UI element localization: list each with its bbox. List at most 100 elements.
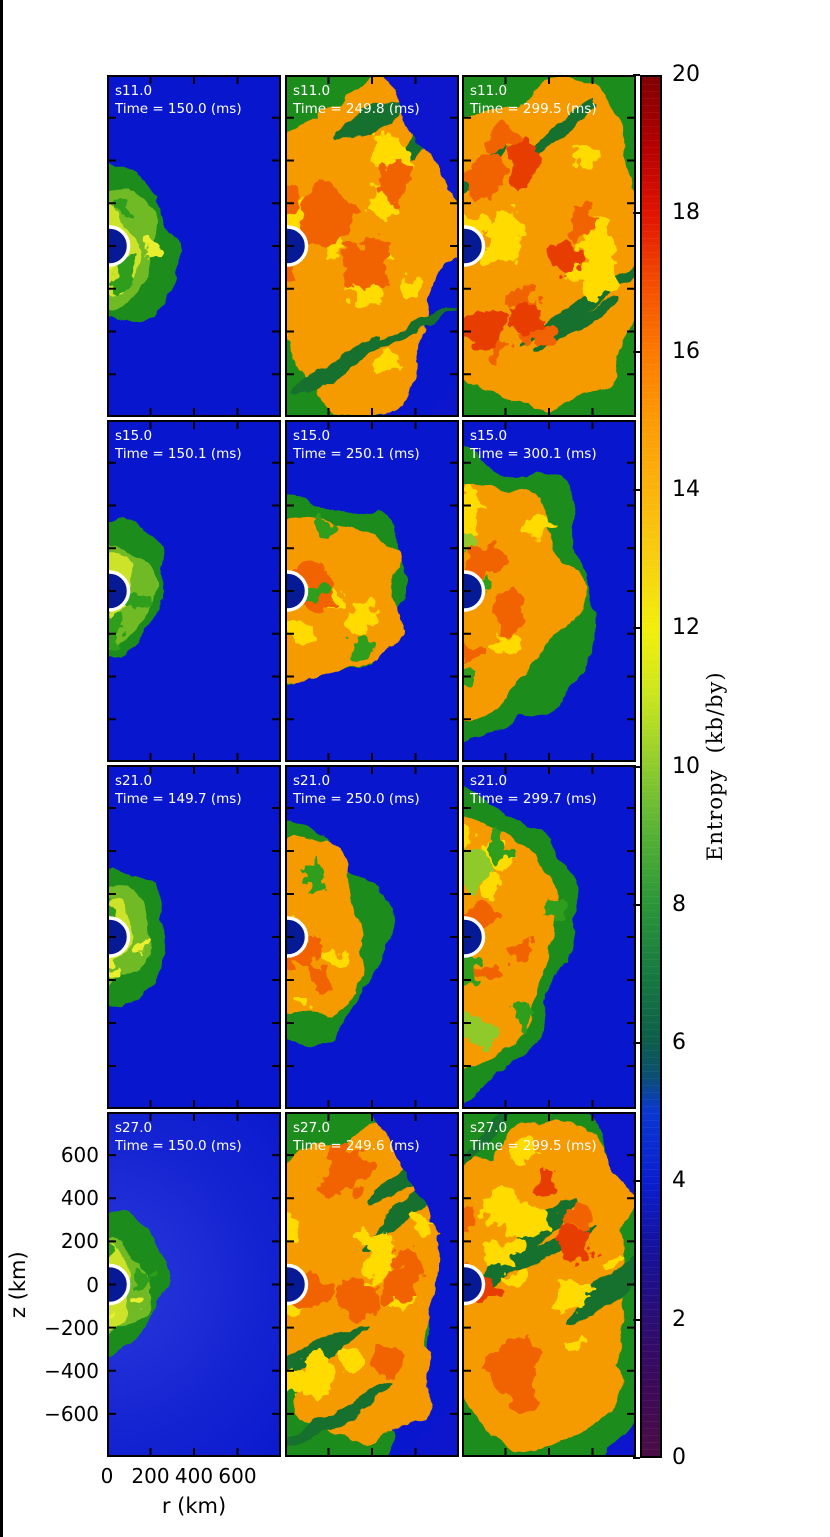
panel-frame bbox=[285, 1112, 459, 1457]
y-axis-label: z (km) bbox=[6, 1251, 30, 1318]
panel-time-label: Time = 249.8 (ms) bbox=[292, 101, 420, 117]
pns-ring bbox=[462, 1263, 486, 1306]
pns-ring bbox=[107, 916, 131, 958]
pns-ring bbox=[285, 1263, 309, 1306]
panel-ticks bbox=[287, 1114, 457, 1455]
panel-frame bbox=[462, 1112, 636, 1457]
panel-model-label: s11.0 bbox=[115, 83, 152, 99]
y-tick-label: 200 bbox=[60, 1229, 99, 1254]
panel-ticks bbox=[464, 767, 634, 1107]
colorbar bbox=[640, 75, 662, 1458]
pns-ring bbox=[107, 1263, 131, 1306]
pns-ring bbox=[285, 225, 309, 267]
panel-time-label: Time = 150.0 (ms) bbox=[114, 1138, 242, 1154]
entropy-map-panel-s15.0-t300.1: s15.0 Time = 300.1 (ms) bbox=[462, 420, 636, 762]
x-tick-label: 200 bbox=[131, 1464, 170, 1488]
panel-time-label: Time = 299.5 (ms) bbox=[469, 1138, 597, 1154]
panel-frame bbox=[462, 75, 636, 417]
y-tick-label: 400 bbox=[60, 1186, 99, 1211]
panel-time-label: Time = 249.6 (ms) bbox=[292, 1138, 420, 1154]
panel-frame bbox=[107, 420, 281, 762]
pns-ring bbox=[285, 916, 309, 958]
panel-ticks bbox=[287, 767, 457, 1107]
colorbar-tick-label: 6 bbox=[672, 1030, 686, 1056]
colorbar-tick bbox=[633, 350, 640, 353]
panel-ticks bbox=[464, 77, 634, 415]
x-tick-label: 0 bbox=[100, 1464, 114, 1488]
panel-frame bbox=[285, 420, 459, 762]
panel-time-label: Time = 299.7 (ms) bbox=[469, 791, 597, 807]
entropy-map-panel-s27.0-t249.6: s27.0 Time = 249.6 (ms) bbox=[285, 1112, 459, 1457]
entropy-map-panel-s15.0-t250.1: s15.0 Time = 250.1 (ms) bbox=[285, 420, 459, 762]
pns-ring bbox=[462, 570, 486, 612]
pns-ring bbox=[107, 225, 131, 267]
panel-time-label: Time = 299.5 (ms) bbox=[469, 101, 597, 117]
pns-ring bbox=[107, 570, 131, 612]
panel-time-label: Time = 250.0 (ms) bbox=[292, 791, 420, 807]
colorbar-tick bbox=[633, 1457, 640, 1459]
panel-frame bbox=[462, 765, 636, 1109]
panel-frame bbox=[285, 765, 459, 1109]
y-tick-label: 600 bbox=[60, 1143, 99, 1168]
panel-frame bbox=[107, 1112, 281, 1457]
panel-model-label: s27.0 bbox=[470, 1120, 507, 1136]
entropy-map-panel-s27.0-t150: s27.0 Time = 150.0 (ms) bbox=[107, 1112, 281, 1457]
panel-model-label: s21.0 bbox=[115, 773, 152, 789]
colorbar-tick-label: 14 bbox=[672, 476, 700, 502]
colorbar-tick-label: 20 bbox=[672, 62, 700, 87]
entropy-map-panel-s21.0-t299.7: s21.0 Time = 299.7 (ms) bbox=[462, 765, 636, 1109]
panel-model-label: s27.0 bbox=[293, 1120, 330, 1136]
panel-model-label: s21.0 bbox=[293, 773, 330, 789]
colorbar-tick bbox=[633, 903, 640, 906]
panel-model-label: s15.0 bbox=[115, 428, 152, 444]
panel-ticks bbox=[109, 77, 279, 415]
panel-ticks bbox=[287, 422, 457, 760]
pns-ring bbox=[462, 916, 486, 958]
colorbar-tick bbox=[633, 212, 640, 215]
entropy-map-panel-s21.0-t250: s21.0 Time = 250.0 (ms) bbox=[285, 765, 459, 1109]
panel-model-label: s27.0 bbox=[115, 1120, 152, 1136]
colorbar-tick bbox=[633, 1180, 640, 1183]
panel-time-label: Time = 150.1 (ms) bbox=[114, 446, 242, 462]
panel-frame bbox=[107, 765, 281, 1109]
entropy-map-panel-s21.0-t149.7: s21.0 Time = 149.7 (ms) bbox=[107, 765, 281, 1109]
y-tick-label: 0 bbox=[86, 1272, 99, 1297]
colorbar-tick-label: 2 bbox=[672, 1306, 686, 1332]
entropy-map-panel-s11.0-t150: s11.0 Time = 150.0 (ms) bbox=[107, 75, 281, 417]
panel-time-label: Time = 150.0 (ms) bbox=[114, 101, 242, 117]
panel-frame bbox=[107, 75, 281, 417]
colorbar-tick bbox=[633, 1318, 640, 1321]
panel-ticks bbox=[109, 1114, 279, 1455]
y-tick-label: −400 bbox=[44, 1358, 99, 1383]
y-tick-label: −200 bbox=[44, 1315, 99, 1340]
pns-ring bbox=[285, 570, 309, 612]
panel-ticks bbox=[287, 77, 457, 415]
panel-model-label: s11.0 bbox=[293, 83, 330, 99]
colorbar-tick bbox=[633, 627, 640, 630]
entropy-map-panel-s11.0-t249.8: s11.0 Time = 249.8 (ms) bbox=[285, 75, 459, 417]
colorbar-tick-label: 18 bbox=[672, 200, 700, 226]
panel-ticks bbox=[464, 422, 634, 760]
x-tick-label: 400 bbox=[174, 1464, 214, 1488]
panel-time-label: Time = 149.7 (ms) bbox=[114, 791, 242, 807]
panel-model-label: s15.0 bbox=[293, 428, 330, 444]
colorbar-tick bbox=[633, 1042, 640, 1045]
entropy-map-panel-s15.0-t150.1: s15.0 Time = 150.1 (ms) bbox=[107, 420, 281, 762]
panel-model-label: s15.0 bbox=[470, 428, 507, 444]
panel-ticks bbox=[464, 1114, 634, 1455]
entropy-map-panel-s11.0-t299.5: s11.0 Time = 299.5 (ms) bbox=[462, 75, 636, 417]
panel-time-label: Time = 300.1 (ms) bbox=[469, 446, 597, 462]
panel-model-label: s11.0 bbox=[470, 83, 507, 99]
colorbar-tick-label: 4 bbox=[672, 1168, 686, 1194]
panel-model-label: s21.0 bbox=[470, 773, 507, 789]
colorbar-tick-label: 10 bbox=[672, 753, 700, 779]
pns-ring bbox=[462, 225, 486, 267]
colorbar-tick-label: 16 bbox=[672, 338, 700, 364]
x-axis-label: r (km) bbox=[161, 1494, 227, 1518]
colorbar-tick bbox=[633, 765, 640, 768]
colorbar-tick bbox=[633, 74, 640, 76]
colorbar-tick-label: 12 bbox=[672, 615, 700, 641]
panel-ticks bbox=[109, 422, 279, 760]
colorbar-tick bbox=[633, 488, 640, 491]
